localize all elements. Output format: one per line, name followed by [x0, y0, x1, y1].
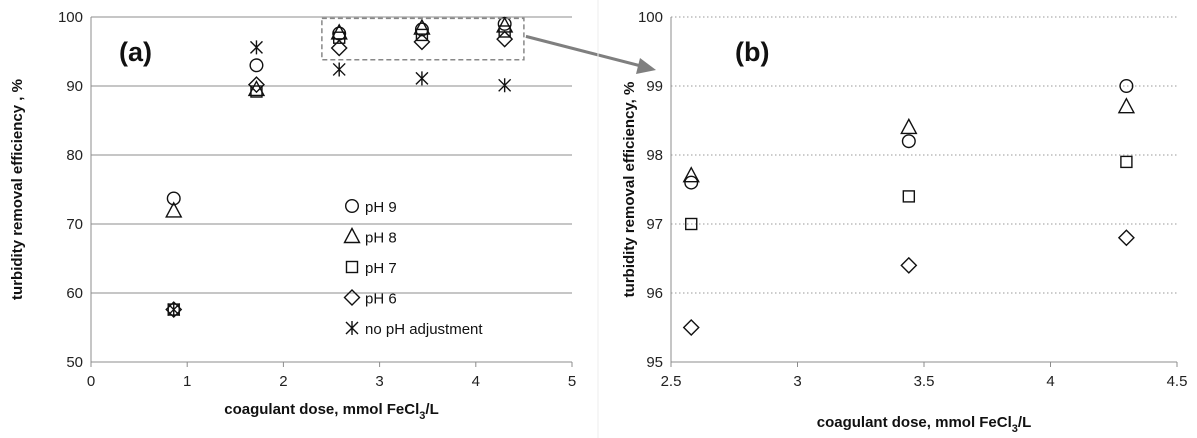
x-tick-label: 4	[472, 373, 480, 390]
x-tick-label: 2	[279, 373, 287, 390]
data-point-diamond	[496, 30, 514, 48]
y-axis-title: turbidity removal efficiency, %	[621, 82, 638, 298]
data-point-circle	[1119, 78, 1134, 93]
series-circle	[166, 16, 512, 206]
x-tick-label: 0	[87, 373, 95, 390]
data-point-diamond	[413, 33, 431, 51]
data-point-diamond	[247, 76, 265, 94]
legend-marker-triangle	[343, 227, 361, 244]
x-tick-label: 3	[375, 373, 383, 390]
data-point-diamond	[900, 256, 918, 274]
data-point-diamond	[330, 39, 348, 57]
zoom-arrow-head	[636, 58, 656, 74]
legend-marker-circle	[345, 198, 360, 213]
x-tick-label: 3	[793, 373, 801, 390]
y-tick-label: 99	[646, 78, 663, 95]
chart-panel-b: 95 96 97 98 99 100 2.5 3 3.5 4 4.5 turbidity remova…	[621, 9, 1187, 435]
x-tick-label: 4.5	[1167, 373, 1188, 390]
legend-label: pH 9	[365, 199, 397, 216]
data-point-circle	[249, 58, 264, 73]
data-point-square	[902, 190, 916, 203]
legend-marker-square	[345, 260, 359, 274]
data-point-triangle	[682, 166, 700, 183]
y-tick-label: 100	[58, 9, 83, 26]
series-triangle	[682, 97, 1136, 183]
data-point-square	[332, 31, 346, 44]
x-tick-label: 1	[183, 373, 191, 390]
y-tick-label: 96	[646, 285, 663, 302]
data-point-circle	[684, 175, 699, 190]
data-point-asterisk	[415, 71, 429, 86]
panel-label: (a)	[119, 37, 152, 67]
chart-panel-a: 50 60 70 80 90 100 0 1 2 3 4 5 turbidity removal eff…	[9, 9, 656, 422]
data-point-triangle	[165, 201, 183, 218]
legend-label: pH 8	[365, 230, 397, 247]
series-asterisk	[167, 40, 512, 317]
data-point-triangle	[1117, 97, 1136, 114]
y-tick-label: 98	[646, 147, 663, 164]
legend-marker-diamond	[343, 289, 361, 306]
data-point-asterisk	[249, 40, 263, 55]
y-tick-label: 95	[646, 354, 663, 371]
series-diamond	[165, 30, 514, 319]
zoom-region-box	[321, 17, 525, 61]
y-tick-label: 70	[66, 216, 83, 233]
legend-label: pH 6	[365, 291, 397, 308]
series-triangle	[165, 16, 514, 218]
data-point-diamond	[1117, 229, 1135, 247]
y-tick-label: 97	[646, 216, 663, 233]
x-tick-label: 5	[568, 373, 576, 390]
legend-label: no pH adjustment	[365, 321, 483, 338]
y-tick-label: 60	[66, 285, 83, 302]
data-point-triangle	[900, 117, 918, 135]
x-tick-label: 4	[1046, 373, 1054, 390]
data-point-circle	[414, 22, 429, 37]
data-point-diamond	[682, 319, 700, 336]
data-point-circle	[166, 191, 181, 206]
x-tick-label: 3.5	[914, 373, 935, 390]
legend-marker-asterisk	[345, 321, 359, 335]
series-diamond	[682, 229, 1135, 336]
y-tick-label: 90	[66, 78, 83, 95]
data-point-square	[415, 28, 429, 42]
x-axis-title: coagulant dose, mmol FeCl3/L	[224, 401, 439, 422]
panel-label: (b)	[735, 37, 769, 67]
y-tick-label: 80	[66, 147, 83, 164]
x-tick-label: 2.5	[661, 373, 682, 390]
x-axis-title: coagulant dose, mmol FeCl3/L	[817, 414, 1032, 435]
legend: pH 9 pH 8 pH 7 pH 6 no pH adjustment	[343, 198, 483, 338]
zoom-arrow	[525, 34, 642, 68]
y-axis-title: turbidity removal efficiency , %	[9, 79, 26, 300]
data-point-circle	[497, 16, 512, 31]
data-point-square	[1120, 155, 1133, 169]
data-point-square	[250, 85, 263, 98]
data-point-circle	[901, 134, 916, 149]
y-tick-label: 100	[638, 9, 663, 26]
data-point-square	[498, 25, 511, 38]
legend-label: pH 7	[365, 260, 397, 277]
y-tick-label: 50	[66, 354, 83, 371]
data-point-square	[685, 217, 698, 231]
data-point-asterisk	[498, 78, 512, 93]
data-point-asterisk	[332, 62, 346, 77]
series-square	[685, 155, 1133, 231]
data-point-asterisk	[167, 302, 181, 317]
data-point-diamond	[165, 301, 183, 319]
series-circle	[684, 78, 1134, 190]
